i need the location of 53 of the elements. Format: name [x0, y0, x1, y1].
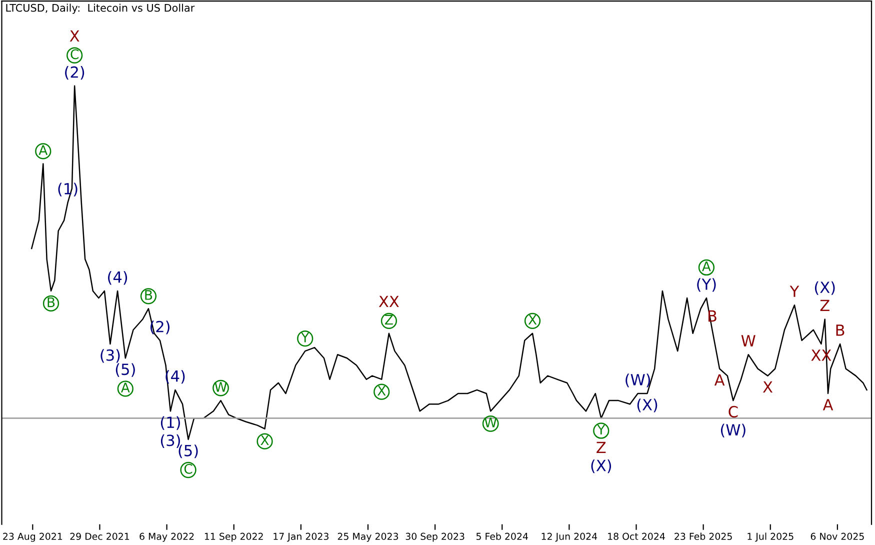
annotation: Y: [790, 286, 800, 297]
annotation: Y: [597, 424, 606, 434]
annotation: Z: [596, 442, 606, 454]
annotation: (5): [116, 363, 135, 377]
annotation: X: [70, 30, 80, 42]
x-tick-label: 1 Jul 2025: [748, 532, 794, 542]
annotation: B: [48, 297, 55, 308]
x-tick-label: 17 Jan 2023: [274, 532, 328, 542]
x-tick-label: 6 May 2022: [140, 532, 194, 542]
annotation: X: [377, 386, 386, 396]
annotation: W: [214, 382, 227, 392]
annotation: A: [120, 382, 130, 392]
x-tick-label: 23 Aug 2021: [3, 532, 62, 542]
annotation: Z: [820, 300, 830, 311]
annotation: XX: [378, 296, 399, 308]
annotation: Y: [301, 332, 310, 342]
annotation: (2): [65, 66, 84, 80]
annotation: (W): [626, 374, 650, 388]
annotation: (X): [637, 398, 658, 412]
annotation: (3): [100, 349, 120, 363]
annotation: (3): [160, 434, 180, 448]
x-tick-label: 23 Feb 2025: [674, 532, 732, 540]
x-tick-label: 18 Oct 2024: [608, 532, 665, 540]
annotation: Z: [385, 314, 393, 325]
x-tick-label: 11 Sep 2022: [204, 532, 263, 542]
annotation: C: [184, 464, 192, 474]
annotation: W: [484, 418, 497, 428]
x-tick-label: 6 Nov 2025: [810, 532, 864, 540]
chart-title: LTCUSD, Daily: Litecoin vs US Dollar: [6, 4, 195, 14]
annotation: X: [260, 435, 269, 445]
annotation: A: [714, 374, 725, 386]
annotation: (Y): [697, 278, 716, 292]
annotation: (4): [108, 271, 128, 285]
annotation: B: [145, 290, 152, 300]
annotation: A: [822, 399, 834, 410]
x-tick-label: 30 Sep 2023: [406, 532, 464, 542]
x-tick-label: 29 Dec 2021: [70, 532, 130, 540]
x-tick-label: 5 Feb 2024: [476, 532, 528, 540]
annotation: (W): [720, 424, 746, 438]
annotation: (X): [591, 459, 612, 474]
annotation: (1): [160, 416, 180, 430]
annotation: W: [741, 335, 756, 346]
annotation: X: [762, 381, 773, 393]
annotation: C: [728, 406, 738, 418]
annotation: A: [702, 262, 711, 272]
x-tick-label: 12 Jun 2024: [542, 532, 598, 542]
annotation: X: [528, 314, 537, 325]
annotation: (X): [814, 281, 835, 295]
annotation: B: [836, 324, 844, 336]
annotation: C: [70, 49, 78, 60]
annotation: (5): [178, 444, 198, 458]
annotation: A: [38, 145, 48, 155]
x-tick-label: 25 May 2023: [338, 532, 398, 542]
